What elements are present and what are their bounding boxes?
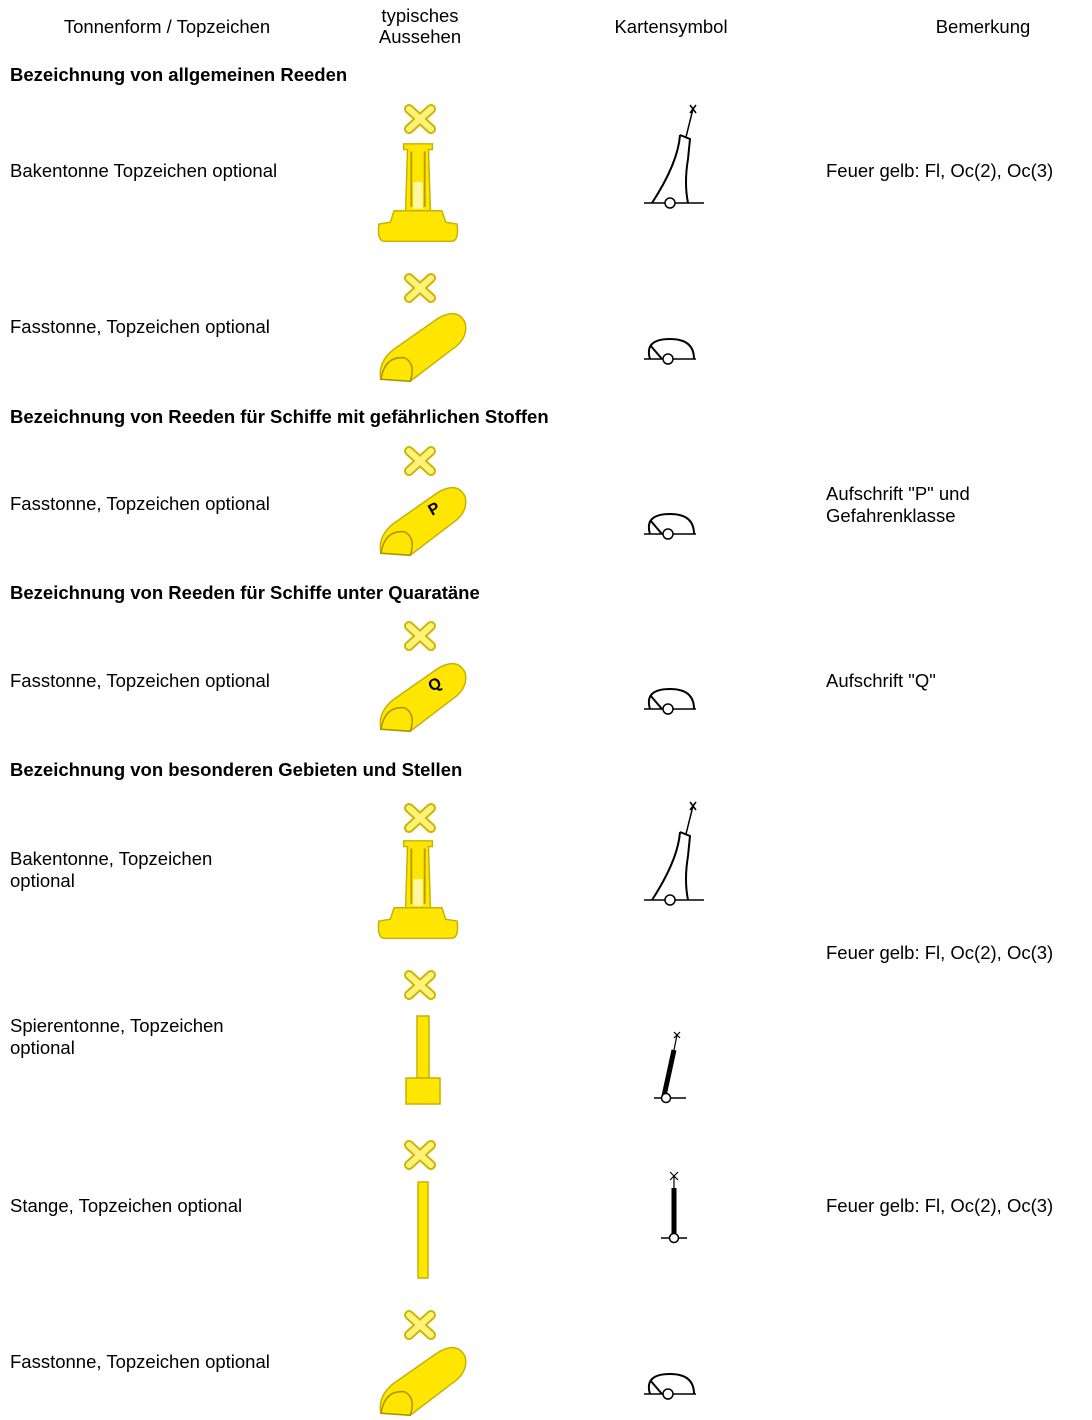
chart-symbol [643, 104, 705, 209]
chart-symbol [661, 1172, 687, 1243]
buoy-image [379, 486, 467, 556]
chart-symbol [643, 688, 697, 715]
buoy-image [379, 312, 467, 382]
chart-symbol [643, 338, 697, 365]
topmark [409, 451, 431, 471]
chart-symbol [643, 1373, 697, 1400]
form-label: Fasstonne, Topzeichen optional [10, 316, 270, 337]
topmark [409, 975, 431, 995]
remark: Aufschrift "Q" [826, 670, 936, 691]
topmark [409, 1145, 431, 1165]
column-header: Bemerkung [935, 16, 1031, 37]
form-label: Bakentonne Topzeichen optional [10, 160, 278, 181]
remark: Aufschrift "P" und Gefahrenklasse [826, 483, 970, 526]
topmark [409, 278, 431, 298]
topmark [409, 626, 431, 646]
form-label: Spierentonne, Topzeichen optional [10, 1015, 224, 1058]
chart-symbol [654, 1032, 686, 1103]
form-label: Fasstonne, Topzeichen optional [10, 1351, 270, 1372]
remark: Feuer gelb: Fl, Oc(2), Oc(3) [826, 942, 1054, 963]
topmark [409, 109, 431, 129]
chart-symbol [643, 801, 705, 906]
topmark [409, 808, 431, 828]
section-title: Bezeichnung von besonderen Gebieten und … [10, 759, 463, 780]
buoy-image [377, 143, 459, 243]
form-label: Fasstonne, Topzeichen optional [10, 670, 270, 691]
section-title: Bezeichnung von Reeden für Schiffe mit g… [10, 406, 549, 427]
column-header: Kartensymbol [614, 16, 728, 37]
form-label: Stange, Topzeichen optional [10, 1195, 243, 1216]
section-title: Bezeichnung von allgemeinen Reeden [10, 64, 348, 85]
topmark [409, 1315, 431, 1335]
buoy-image [379, 1346, 467, 1416]
buoy-image [379, 662, 467, 732]
column-header: Tonnenform / Topzeichen [63, 16, 271, 37]
section-title: Bezeichnung von Reeden für Schiffe unter… [10, 582, 480, 603]
buoy-image [405, 1015, 441, 1105]
form-label: Fasstonne, Topzeichen optional [10, 493, 270, 514]
buoy-image [377, 840, 459, 940]
column-header: typisches Aussehen [378, 5, 462, 47]
chart-symbol [643, 513, 697, 540]
form-label: Bakentonne, Topzeichen optional [10, 848, 213, 891]
remark: Feuer gelb: Fl, Oc(2), Oc(3) [826, 160, 1054, 181]
remark: Feuer gelb: Fl, Oc(2), Oc(3) [826, 1195, 1054, 1216]
pole-image [417, 1181, 429, 1279]
